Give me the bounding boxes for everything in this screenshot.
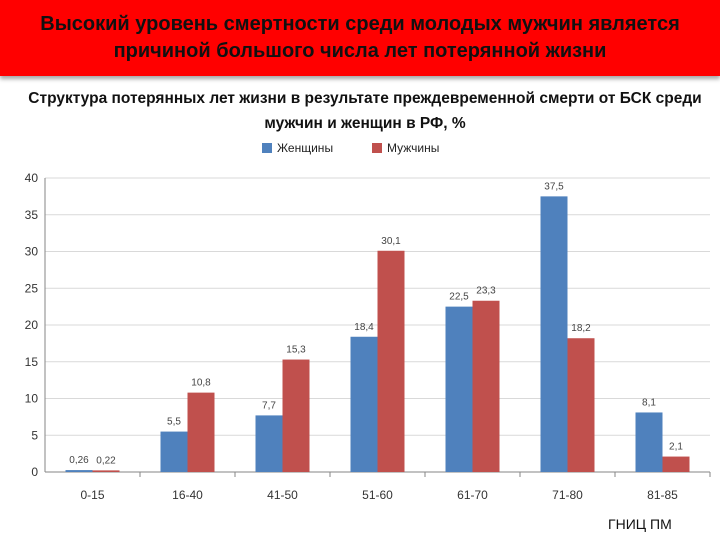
data-label: 7,7 <box>262 400 276 411</box>
bar-men <box>662 456 690 472</box>
data-label: 18,2 <box>571 323 591 334</box>
data-label: 23,3 <box>476 286 496 297</box>
source-label: ГНИЦ ПМ <box>608 516 672 532</box>
bar-women <box>160 431 188 472</box>
slide-title: Высокий уровень смертности среди молодых… <box>40 13 680 62</box>
legend-swatch-men <box>372 143 382 153</box>
bar-men <box>92 470 120 472</box>
y-tick-label: 20 <box>25 318 39 332</box>
y-tick-label: 0 <box>31 465 38 479</box>
x-tick-label: 41-50 <box>267 488 298 502</box>
y-tick-label: 40 <box>25 171 39 185</box>
legend-label: Мужчины <box>387 141 439 155</box>
bar-women <box>635 412 663 472</box>
data-label: 15,3 <box>286 345 306 356</box>
y-tick-label: 25 <box>25 281 39 295</box>
y-tick-label: 30 <box>25 245 39 259</box>
y-tick-label: 5 <box>31 428 38 442</box>
bar-women <box>350 336 378 472</box>
data-label: 22,5 <box>449 292 469 303</box>
x-tick-label: 0-15 <box>80 488 104 502</box>
x-tick-label: 61-70 <box>457 488 488 502</box>
bar-men <box>567 338 595 472</box>
legend-swatch-women <box>262 143 272 153</box>
data-label: 37,5 <box>544 181 564 192</box>
bar-women <box>540 196 568 472</box>
data-label: 5,5 <box>167 417 181 428</box>
data-label: 0,22 <box>96 455 116 466</box>
bar-men <box>282 359 310 472</box>
data-label: 10,8 <box>191 378 211 389</box>
x-tick-label: 71-80 <box>552 488 583 502</box>
bar-women <box>445 306 473 472</box>
y-tick-label: 15 <box>25 355 39 369</box>
bar-men <box>377 250 405 472</box>
bar-men <box>187 392 215 472</box>
chart-title: Структура потерянных лет жизни в результ… <box>28 90 702 132</box>
x-tick-label: 16-40 <box>172 488 203 502</box>
title-banner: Высокий уровень смертности среди молодых… <box>0 0 720 76</box>
data-label: 30,1 <box>381 236 401 247</box>
bar-women <box>65 470 93 472</box>
data-label: 18,4 <box>354 322 374 333</box>
bar-men <box>472 300 500 472</box>
data-label: 0,26 <box>69 455 89 466</box>
legend-label: Женщины <box>277 141 333 155</box>
bar-women <box>255 415 283 472</box>
data-label: 2,1 <box>669 442 683 453</box>
x-tick-label: 81-85 <box>647 488 678 502</box>
data-label: 8,1 <box>642 397 656 408</box>
y-tick-label: 35 <box>25 208 39 222</box>
x-tick-label: 51-60 <box>362 488 393 502</box>
y-tick-label: 10 <box>25 392 39 406</box>
